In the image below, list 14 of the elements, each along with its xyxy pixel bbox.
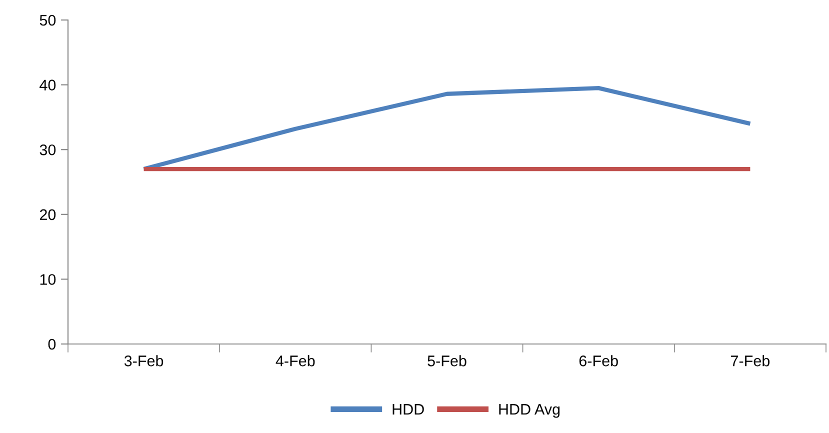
y-tick-label: 40 [40,80,56,90]
x-tick-label: 7-Feb [731,355,770,366]
y-tick-label: 50 [40,14,56,26]
x-tick-label: 3-Feb [124,355,164,366]
legend-label: HDD [392,404,424,415]
x-tick-label: 6-Feb [579,355,618,366]
y-tick-label: 20 [40,209,56,220]
y-tick-label: 10 [40,274,56,285]
legend-label: HDD Avg [499,404,560,418]
x-tick-label: 4-Feb [276,355,315,366]
line-series [142,86,752,172]
y-tick-label: 0 [48,338,56,350]
y-tick-label: 30 [40,144,56,156]
x-tick-label: 5-Feb [428,355,466,366]
